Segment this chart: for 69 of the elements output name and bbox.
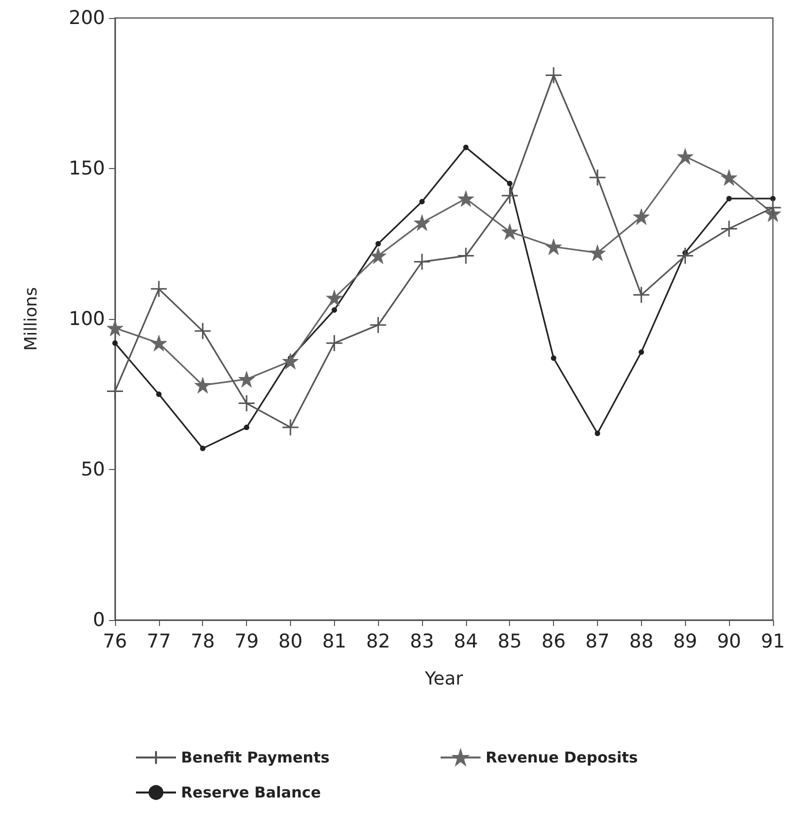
x-tick-label: 81 bbox=[322, 630, 346, 652]
point bbox=[544, 66, 562, 84]
x-tick-label: 89 bbox=[673, 630, 698, 652]
point bbox=[414, 214, 430, 231]
point bbox=[238, 394, 256, 412]
x-tick-label: 91 bbox=[760, 630, 786, 652]
point bbox=[106, 320, 124, 336]
point bbox=[413, 253, 431, 271]
point bbox=[200, 446, 206, 452]
x-tick-label: 85 bbox=[498, 630, 522, 652]
point bbox=[150, 280, 168, 298]
x-tick-label: 86 bbox=[542, 630, 566, 652]
point bbox=[332, 307, 338, 313]
point bbox=[370, 248, 386, 264]
point bbox=[726, 196, 732, 202]
point bbox=[150, 334, 168, 352]
y-tick-label: 100 bbox=[68, 308, 105, 330]
x-tick-label: 88 bbox=[629, 630, 654, 652]
point bbox=[501, 223, 518, 240]
x-tick-label: 82 bbox=[366, 630, 390, 652]
point bbox=[326, 334, 344, 352]
x-tick-label: 90 bbox=[716, 630, 742, 652]
point bbox=[676, 148, 694, 165]
legend-label: Revenue Deposits bbox=[486, 748, 638, 766]
point bbox=[238, 370, 255, 388]
point bbox=[632, 286, 650, 304]
point bbox=[638, 349, 644, 355]
legend-label: Reserve Balance bbox=[181, 784, 321, 802]
point bbox=[588, 168, 606, 186]
point bbox=[419, 198, 425, 204]
point bbox=[194, 322, 212, 340]
y-tick-label: 200 bbox=[68, 7, 105, 29]
point bbox=[112, 340, 118, 346]
x-tick-label: 87 bbox=[585, 630, 610, 652]
point bbox=[458, 190, 474, 207]
x-tick-label: 79 bbox=[234, 630, 259, 652]
x-tick-label: 80 bbox=[278, 630, 303, 652]
point bbox=[463, 144, 469, 150]
point bbox=[507, 180, 512, 186]
point bbox=[244, 424, 250, 430]
x-axis-title: Year bbox=[424, 668, 464, 690]
point bbox=[764, 198, 782, 216]
x-tick-label: 83 bbox=[410, 630, 434, 652]
point bbox=[194, 376, 211, 394]
point bbox=[545, 238, 562, 256]
point bbox=[720, 169, 738, 186]
point bbox=[369, 316, 387, 334]
point bbox=[282, 352, 299, 370]
point bbox=[326, 290, 343, 306]
point bbox=[720, 220, 738, 238]
point bbox=[457, 247, 475, 265]
point bbox=[633, 208, 650, 225]
point bbox=[589, 244, 606, 262]
point bbox=[156, 392, 162, 397]
x-tick-label: 77 bbox=[146, 630, 171, 652]
point bbox=[594, 430, 600, 436]
y-tick-label: 0 bbox=[92, 609, 105, 631]
point bbox=[500, 186, 518, 204]
y-axis-title: Millions bbox=[22, 287, 42, 351]
legend-label: Benefit Payments bbox=[181, 748, 330, 766]
point bbox=[375, 241, 381, 246]
y-tick-label: 50 bbox=[80, 458, 105, 480]
point bbox=[282, 418, 300, 436]
point bbox=[550, 355, 556, 361]
x-tick-label: 78 bbox=[190, 630, 215, 652]
x-tick-label: 84 bbox=[454, 630, 478, 652]
x-tick-label: 76 bbox=[102, 630, 128, 652]
y-tick-label: 150 bbox=[68, 158, 105, 180]
point bbox=[676, 247, 694, 265]
